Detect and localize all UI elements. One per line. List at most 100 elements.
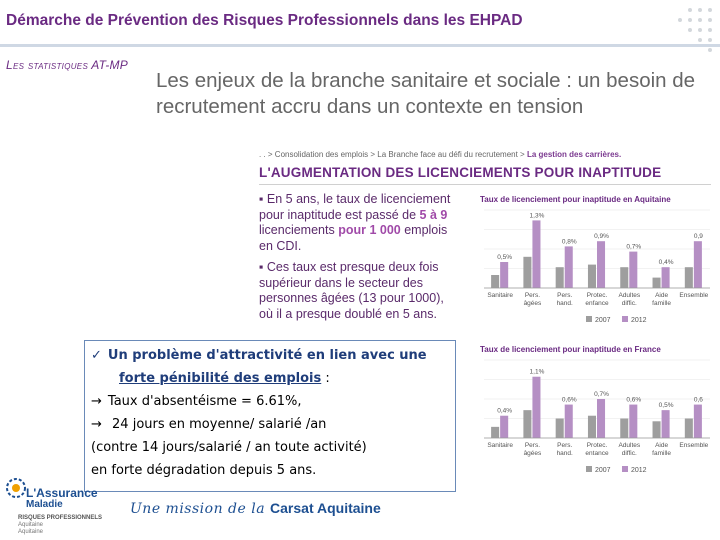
bullet-text: emplois en CDI. (259, 223, 448, 253)
data-label: 0,6 (694, 397, 703, 404)
data-label: 0,9% (594, 233, 609, 240)
tick-label: Aide (655, 442, 668, 449)
bar-2012 (629, 404, 638, 438)
legend-label: 2012 (631, 467, 647, 474)
mission-brand: Carsat Aquitaine (270, 500, 381, 516)
tick-label: Pers. (525, 292, 540, 299)
data-label: 0,5% (659, 402, 674, 409)
logo-subtitle-2: Aquitaine (18, 522, 44, 528)
bar-2007 (523, 410, 532, 438)
assurance-maladie-logo-icon (6, 478, 26, 498)
arrow-right-icon: → (91, 417, 102, 432)
chart-aquitaine: Taux de licenciement pour inaptitude en … (480, 195, 710, 324)
report-title: L'AUGMENTATION DES LICENCIEMENTS POUR IN… (259, 165, 662, 180)
legend-swatch (586, 466, 592, 472)
callout-box: ✓ Un problème d'attractivité en lien avec… (84, 340, 456, 492)
bar-2007 (587, 264, 596, 288)
tick-label: entance (585, 450, 609, 457)
logo-subtitle-3: Aquitaine (18, 529, 44, 535)
data-label: 1,1% (530, 369, 545, 376)
tick-label: âgées (524, 450, 542, 457)
bullet-marker: ▪ (259, 192, 267, 206)
bar-2012 (500, 415, 509, 438)
tick-label: enfance (585, 300, 609, 307)
mission-script: Une mission de la (130, 501, 271, 517)
breadcrumb: . . > Consolidation des emplois > La Bra… (259, 150, 621, 159)
report-bullet-1: ▪ En 5 ans, le taux de licenciement pour… (259, 192, 455, 254)
bar-2007 (587, 415, 596, 438)
tick-label: Protec. (587, 292, 608, 299)
data-label: 0,5% (497, 254, 512, 261)
tick-label: Sanitaire (487, 292, 513, 299)
bar-2012 (597, 241, 606, 288)
bar-2012 (693, 404, 702, 438)
callout-line-4: (contre 14 jours/salarié / an toute acti… (91, 440, 367, 455)
chart-france: Taux de licenciement pour inaptitude en … (480, 345, 710, 474)
bar-2012 (629, 251, 638, 288)
tick-label: famille (652, 450, 671, 457)
legend-label: 2007 (595, 317, 611, 324)
mission-tagline: Une mission de la Carsat Aquitaine (130, 500, 381, 517)
tick-label: Adultes (618, 292, 640, 299)
bar-2012 (597, 399, 606, 438)
header-title: Démarche de Prévention des Risques Profe… (6, 12, 523, 29)
legend-label: 2007 (595, 467, 611, 474)
callout-text: Un problème d'attractivité en lien avec … (107, 348, 427, 363)
bar-2012 (500, 262, 509, 288)
bar-2007 (684, 267, 693, 288)
bar-2007 (684, 418, 693, 438)
bar-2007 (652, 421, 661, 438)
tick-label: Aide (655, 292, 668, 299)
data-label: 0,6% (562, 397, 577, 404)
data-label: 0,6% (626, 397, 641, 404)
bar-2007 (652, 277, 661, 288)
callout-text: forte pénibilité des emplois (119, 371, 322, 386)
bar-2012 (661, 267, 670, 288)
bullet-text: Ces taux est presque deux fois supérieur… (259, 260, 444, 321)
callout-line-1-cont: forte pénibilité des emplois : (91, 367, 449, 390)
bullet-text: En 5 ans, le taux de licenciement pour i… (259, 192, 451, 222)
bar-2012 (564, 246, 573, 288)
header-divider (0, 44, 720, 47)
bar-2007 (555, 267, 564, 288)
tick-label: âgées (524, 300, 542, 307)
decorative-dots (678, 8, 712, 52)
callout-text: : (321, 371, 330, 386)
tick-label: hand. (557, 300, 573, 307)
breadcrumb-current: La gestion des carrières. (526, 150, 622, 159)
tick-label: Pers. (557, 442, 572, 449)
bar-2012 (564, 404, 573, 438)
bar-2012 (693, 241, 702, 288)
bullet-text: licenciements (259, 223, 339, 237)
data-label: 0,7% (594, 391, 609, 398)
tick-label: diffic. (622, 450, 637, 457)
logo-text-line-1: L'Assurance (26, 486, 98, 500)
bar-2007 (491, 275, 500, 288)
logo-text-line-2: Maladie (26, 499, 63, 510)
tick-label: hand. (557, 450, 573, 457)
bar-2007 (523, 256, 532, 288)
legend-label: 2012 (631, 317, 647, 324)
bar-2007 (555, 418, 564, 438)
data-label: 1,3% (530, 212, 545, 219)
data-label: 0,9 (694, 233, 703, 240)
callout-line-5: en forte dégradation depuis 5 ans. (91, 463, 317, 478)
callout-line-2: → Taux d'absentéisme = 6.61%, (91, 390, 449, 413)
bullet-emphasis: 5 à 9 (419, 207, 448, 222)
report-divider (259, 184, 711, 185)
arrow-right-icon: → (91, 394, 102, 409)
callout-line-1: ✓ Un problème d'attractivité en lien avec… (91, 344, 449, 367)
bullet-marker: ▪ (259, 260, 267, 274)
legend-swatch (586, 316, 592, 322)
check-icon: ✓ (91, 348, 102, 363)
tick-label: Pers. (557, 292, 572, 299)
data-label: 0,7% (626, 244, 641, 251)
data-label: 0,4% (497, 408, 512, 415)
chart-title: Taux de licenciement pour inaptitude en … (480, 345, 661, 354)
slide-heading: Les enjeux de la branche sanitaire et so… (156, 69, 696, 118)
section-label: Les statistiques AT-MP (6, 58, 129, 72)
callout-line-3: → 24 jours en moyenne/ salarié /an (91, 413, 449, 436)
bar-2007 (620, 267, 629, 288)
bar-2012 (532, 220, 541, 288)
tick-label: Ensemble (679, 442, 708, 449)
